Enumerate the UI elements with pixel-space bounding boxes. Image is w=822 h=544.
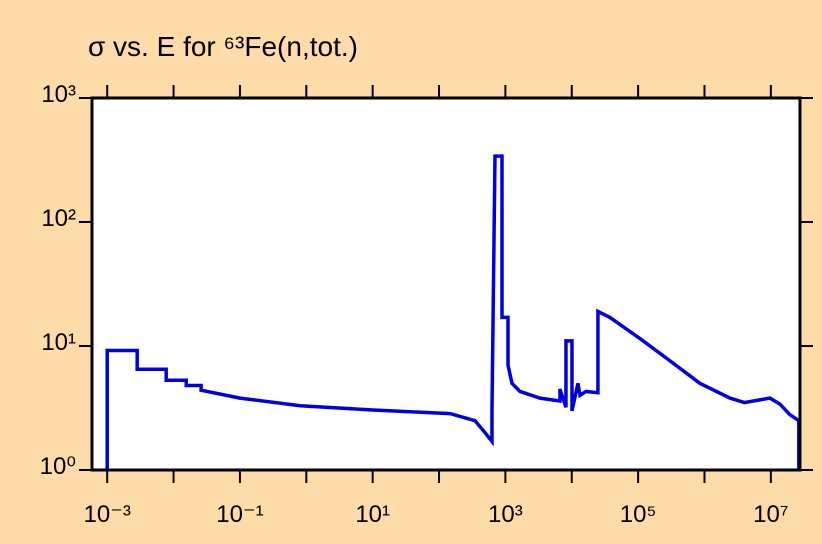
y-tick-label: 10² [41, 205, 76, 232]
plot-area [92, 98, 800, 470]
data-line [105, 154, 801, 470]
y-tick-label: 10¹ [41, 329, 76, 356]
y-tick-label: 10³ [41, 81, 76, 108]
x-tick-label: 10⁷ [753, 501, 788, 528]
plot-frame [90, 96, 802, 472]
y-tick-label: 10⁰ [40, 453, 76, 480]
x-tick-label: 10⁻¹ [216, 501, 263, 528]
x-tick-label: 10⁵ [620, 501, 657, 528]
x-tick-label: 10³ [488, 501, 523, 528]
x-tick-label: 10⁻³ [84, 501, 131, 528]
x-tick-label: 10¹ [355, 501, 390, 528]
chart-title: σ vs. E for ⁶³Fe(n,tot.) [88, 31, 358, 62]
